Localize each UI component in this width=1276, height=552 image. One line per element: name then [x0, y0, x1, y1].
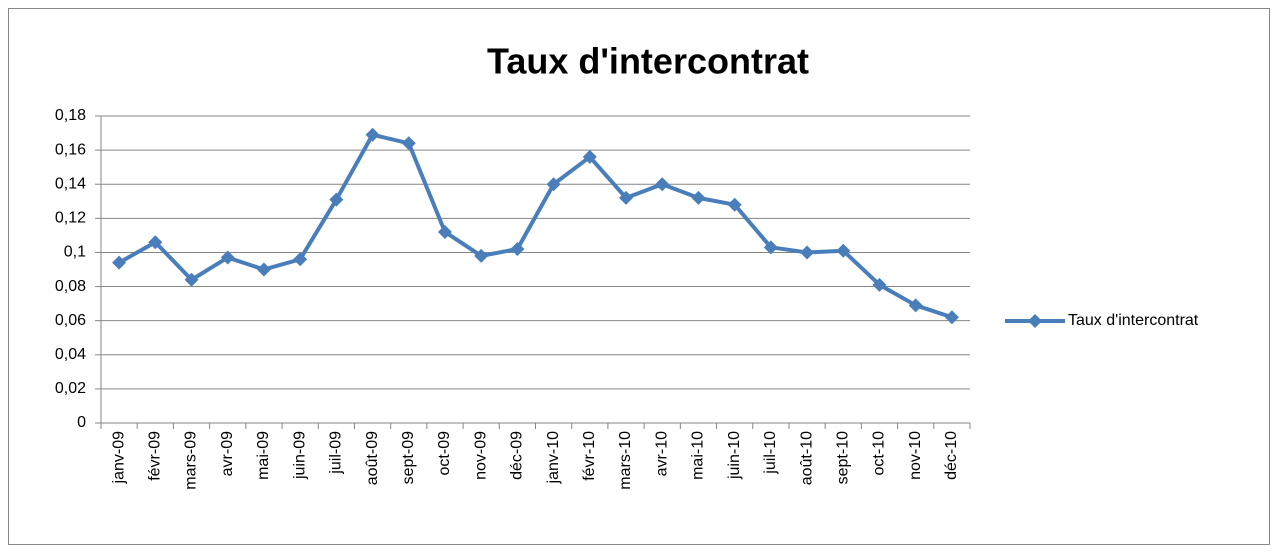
- x-tick-label: oct-09: [436, 431, 453, 476]
- x-tick-label: avr-09: [219, 431, 236, 476]
- marker: [763, 240, 778, 255]
- marker: [112, 255, 127, 270]
- chart-title: Taux d'intercontrat: [487, 41, 809, 82]
- x-tick-label: juil-10: [762, 431, 779, 475]
- marker: [437, 224, 452, 239]
- x-tick-label: nov-09: [472, 431, 489, 480]
- x-tick-label: déc-09: [509, 431, 526, 480]
- legend-label: Taux d'intercontrat: [1068, 312, 1199, 329]
- marker: [836, 243, 851, 258]
- marker: [944, 310, 959, 325]
- marker: [655, 177, 670, 192]
- x-tick-label: mars-09: [183, 431, 200, 490]
- y-tick-label: 0,18: [55, 107, 86, 124]
- y-tick-label: 0: [77, 414, 86, 431]
- x-tick-label: déc-10: [943, 431, 960, 480]
- x-tick-label: nov-10: [907, 431, 924, 480]
- y-tick-label: 0,06: [55, 312, 86, 329]
- marker: [148, 235, 163, 250]
- marker: [474, 248, 489, 263]
- marker: [546, 177, 561, 192]
- marker: [582, 149, 597, 164]
- x-tick-label: sept-09: [400, 431, 417, 484]
- x-tick-label: mars-10: [617, 431, 634, 490]
- x-tick-label: juil-09: [328, 431, 345, 475]
- x-tick-label: août-09: [364, 431, 381, 485]
- y-tick-label: 0,02: [55, 380, 86, 397]
- marker: [184, 272, 199, 287]
- y-tick-label: 0,04: [55, 346, 86, 363]
- chart-border: [8, 8, 1270, 545]
- marker: [727, 197, 742, 212]
- x-tick-label: janv-10: [545, 431, 562, 485]
- marker: [800, 245, 815, 260]
- marker: [510, 242, 525, 257]
- marker: [401, 136, 416, 151]
- y-tick-label: 0,16: [55, 141, 86, 158]
- y-tick-label: 0,08: [55, 278, 86, 295]
- x-tick-label: juin-09: [291, 431, 308, 480]
- x-tick-label: oct-10: [871, 431, 888, 476]
- marker: [365, 127, 380, 142]
- x-tick-label: févr-10: [581, 431, 598, 481]
- marker: [872, 277, 887, 292]
- y-tick-label: 0,12: [55, 210, 86, 227]
- marker: [908, 298, 923, 313]
- x-tick-label: mai-10: [690, 431, 707, 480]
- marker: [220, 250, 235, 265]
- marker: [691, 190, 706, 205]
- x-tick-label: mai-09: [255, 431, 272, 480]
- y-tick-label: 0,1: [64, 244, 86, 261]
- x-tick-label: avr-10: [653, 431, 670, 476]
- marker: [256, 262, 271, 277]
- marker: [619, 190, 634, 205]
- x-tick-label: août-10: [798, 431, 815, 485]
- marker: [293, 252, 308, 267]
- legend-marker: [1028, 314, 1042, 328]
- marker: [329, 192, 344, 207]
- y-tick-label: 0,14: [55, 175, 86, 192]
- x-tick-label: sept-10: [834, 431, 851, 484]
- x-tick-label: janv-09: [110, 431, 127, 485]
- x-tick-label: févr-09: [147, 431, 164, 481]
- x-tick-label: juin-10: [726, 431, 743, 480]
